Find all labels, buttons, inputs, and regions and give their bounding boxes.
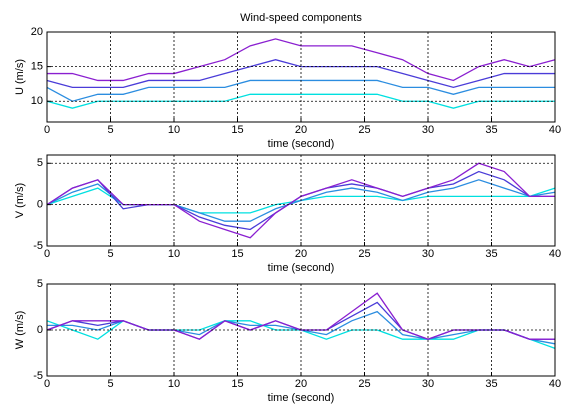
y-tick-label: -5 — [33, 240, 43, 252]
axes-frame — [46, 154, 556, 247]
x-tick-label: 40 — [549, 124, 561, 136]
x-tick-label: 35 — [485, 378, 497, 390]
x-axis-label: time (second) — [268, 262, 335, 274]
axes-frame — [46, 283, 556, 377]
y-tick-label: 5 — [37, 278, 43, 290]
x-tick-label: 30 — [422, 124, 434, 136]
x-tick-label: 30 — [422, 248, 434, 260]
x-tick-label: 20 — [295, 124, 307, 136]
y-tick-label: 10 — [31, 95, 43, 107]
x-tick-label: 25 — [358, 378, 370, 390]
x-tick-label: 10 — [168, 378, 180, 390]
chart-title: Wind-speed components — [240, 12, 362, 24]
x-tick-label: 35 — [485, 124, 497, 136]
x-tick-label: 20 — [295, 378, 307, 390]
x-tick-label: 10 — [168, 248, 180, 260]
x-tick-label: 30 — [422, 378, 434, 390]
x-tick-label: 25 — [358, 248, 370, 260]
y-axis-label: U (m/s) — [14, 59, 26, 95]
x-tick-label: 0 — [44, 124, 50, 136]
x-tick-label: 40 — [549, 248, 561, 260]
x-tick-label: 20 — [295, 248, 307, 260]
x-tick-label: 40 — [549, 378, 561, 390]
x-tick-label: 15 — [231, 124, 243, 136]
y-axis-label: W (m/s) — [14, 311, 26, 349]
y-tick-label: 20 — [31, 26, 43, 38]
x-tick-label: 25 — [358, 124, 370, 136]
y-tick-label: 15 — [31, 61, 43, 73]
x-tick-label: 5 — [107, 124, 113, 136]
y-axis-label: V (m/s) — [14, 183, 26, 218]
x-tick-label: 35 — [485, 248, 497, 260]
x-tick-label: 0 — [44, 378, 50, 390]
y-tick-label: -5 — [33, 370, 43, 382]
x-axis-label: time (second) — [268, 392, 335, 404]
x-tick-label: 5 — [107, 248, 113, 260]
y-tick-label: 0 — [37, 324, 43, 336]
x-axis-label: time (second) — [268, 138, 335, 150]
axes-frame — [46, 31, 556, 123]
x-tick-label: 5 — [107, 378, 113, 390]
x-tick-label: 15 — [231, 378, 243, 390]
y-tick-label: 0 — [37, 199, 43, 211]
y-tick-label: 5 — [37, 157, 43, 169]
x-tick-label: 0 — [44, 248, 50, 260]
x-tick-label: 15 — [231, 248, 243, 260]
x-tick-label: 10 — [168, 124, 180, 136]
